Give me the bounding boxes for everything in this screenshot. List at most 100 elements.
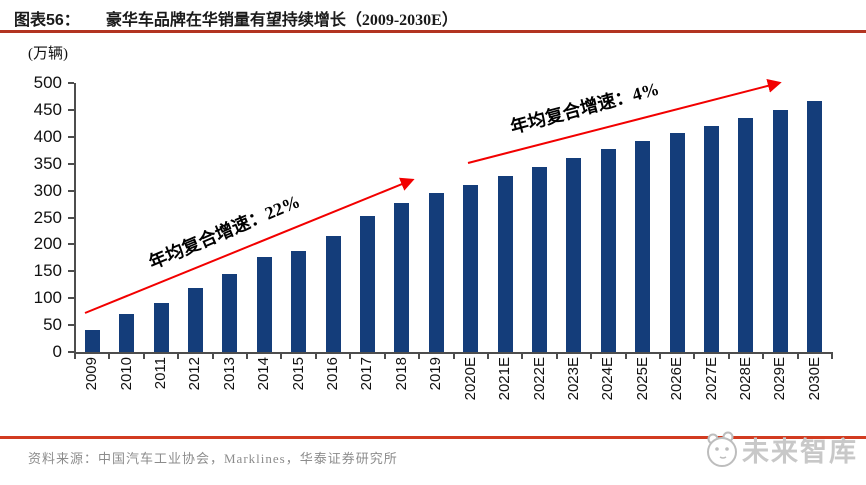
title-divider [0, 30, 866, 33]
x-label-2022E: 2022E [530, 357, 548, 401]
x-tick [796, 354, 799, 359]
x-label-2015: 2015 [289, 357, 307, 391]
x-tick [590, 354, 593, 359]
y-tick [68, 324, 74, 327]
x-label-2030E: 2030E [805, 357, 823, 401]
bar-2015 [291, 250, 307, 352]
x-label-2020E: 2020E [461, 357, 479, 401]
y-label-500: 500 [33, 73, 62, 92]
x-label-2028E: 2028E [736, 357, 754, 401]
x-tick [727, 354, 730, 359]
x-tick [693, 354, 696, 359]
bar-2028E [738, 117, 754, 352]
y-label-200: 200 [33, 234, 62, 254]
x-tick [486, 354, 489, 359]
y-tick [68, 243, 74, 246]
brand-logo: 未来智库 [700, 430, 858, 469]
x-tick [211, 354, 214, 359]
y-label-450: 450 [33, 99, 62, 119]
y-label-50: 50 [43, 315, 62, 335]
x-label-2026E: 2026E [668, 357, 686, 401]
x-tick [383, 354, 386, 359]
x-label-2017: 2017 [358, 357, 376, 391]
y-tick [68, 162, 74, 165]
x-tick [624, 354, 627, 359]
x-tick [521, 354, 524, 359]
x-label-2021E: 2021E [496, 357, 514, 401]
x-label-2011: 2011 [152, 357, 170, 390]
bar-2021E [497, 176, 513, 352]
y-tick [68, 135, 74, 138]
x-label-2023E: 2023E [564, 357, 582, 401]
bar-2025E [635, 141, 651, 352]
y-label-0: 0 [52, 342, 62, 361]
y-tick [68, 216, 74, 219]
x-tick [74, 354, 76, 359]
bar-2011 [153, 303, 169, 352]
bar-2024E [600, 149, 616, 352]
bar-2017 [359, 215, 375, 352]
bar-2029E [772, 109, 788, 352]
figure-title: 豪华车品牌在华销量有望持续增长（2009-2030E） [105, 12, 458, 29]
x-tick [142, 354, 145, 359]
x-label-2018: 2018 [392, 357, 410, 391]
x-label-2024E: 2024E [599, 357, 617, 401]
x-tick [314, 354, 317, 359]
y-label-250: 250 [33, 207, 62, 227]
y-label-350: 350 [33, 153, 62, 173]
x-label-2009: 2009 [83, 357, 101, 391]
figure-label: 图表56： [14, 12, 80, 29]
bar-2014 [256, 256, 272, 352]
y-axis-line [74, 83, 76, 353]
x-axis-line [74, 352, 833, 354]
x-tick [658, 354, 661, 359]
x-tick [280, 354, 283, 359]
x-label-2025E: 2025E [633, 357, 651, 401]
cagr-annotation-22pct: 年均复合增速：22% [145, 191, 303, 273]
x-tick [831, 354, 833, 359]
bar-2019 [428, 192, 444, 352]
y-label-100: 100 [33, 288, 62, 308]
figure-header: 图表56： 豪华车品牌在华销量有望持续增长（2009-2030E） [14, 6, 856, 30]
x-label-2013: 2013 [220, 357, 238, 391]
x-tick [555, 354, 558, 359]
x-label-2012: 2012 [186, 357, 204, 391]
x-tick [108, 354, 111, 359]
bar-2020E [463, 185, 479, 352]
x-tick [762, 354, 765, 359]
bar-2027E [704, 125, 720, 352]
y-tick [68, 82, 74, 84]
x-label-2014: 2014 [255, 357, 273, 391]
x-label-2019: 2019 [427, 357, 445, 391]
footer-divider [0, 436, 866, 439]
y-tick [68, 297, 74, 300]
x-tick [349, 354, 352, 359]
x-label-2029E: 2029E [771, 357, 789, 401]
y-label-400: 400 [33, 126, 62, 146]
bar-2016 [325, 235, 341, 352]
y-tick [68, 270, 74, 273]
y-tick [68, 351, 74, 353]
bar-2010 [119, 314, 135, 352]
source-note: 资料来源：中国汽车工业协会，Marklines，华泰证券研究所 [28, 451, 398, 466]
y-tick [68, 189, 74, 192]
y-label-300: 300 [33, 180, 62, 200]
mascot-face-icon [707, 431, 737, 467]
cagr-annotation-4pct: 年均复合增速：4% [508, 78, 662, 138]
bar-2009 [84, 330, 100, 352]
bar-2018 [394, 202, 410, 352]
y-axis-unit-label: (万辆) [28, 46, 68, 62]
brand-name: 未来智库 [742, 437, 858, 467]
bar-2012 [187, 287, 203, 352]
x-tick [246, 354, 249, 359]
bar-2023E [566, 157, 582, 352]
y-label-150: 150 [33, 261, 62, 281]
bar-2013 [222, 273, 238, 352]
bar-2022E [532, 166, 548, 352]
x-tick [418, 354, 421, 359]
x-label-2010: 2010 [117, 357, 135, 391]
x-tick [452, 354, 455, 359]
y-tick [68, 108, 74, 111]
x-label-2016: 2016 [324, 357, 342, 391]
